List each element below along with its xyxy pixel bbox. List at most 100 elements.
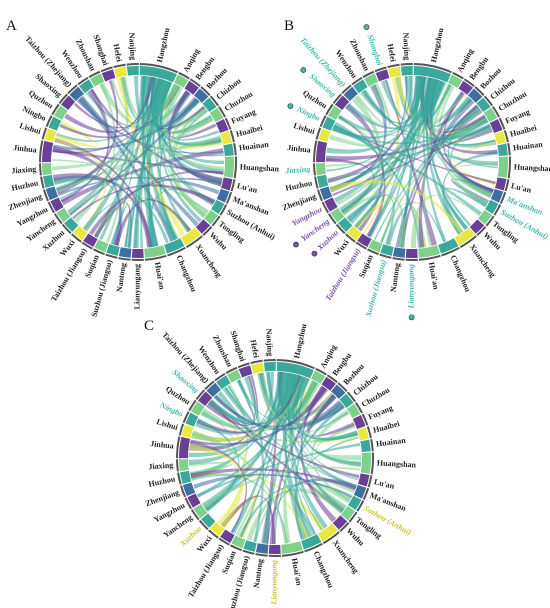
chord-link [452,163,499,199]
city-arc-tick [41,127,48,140]
city-arc-tick [81,241,93,250]
city-arc-tick [459,235,477,249]
city-arc [343,86,358,102]
city-arc-tick [40,176,45,189]
city-arc-tick [493,204,502,216]
city-arc-tick [483,95,494,107]
city-arc [319,186,333,201]
chords [51,75,225,249]
city-arc [180,227,201,246]
city-arc [281,541,303,554]
panel-letter: A [6,18,17,34]
city-label: Huaibei [372,419,401,435]
city-label: Lianyungang [406,264,415,309]
city-arc-tick [126,62,139,66]
city-arc [79,79,94,94]
city-arc-tick [313,140,318,163]
city-arc [180,470,192,484]
city-arc [489,119,503,133]
chord-link [191,430,287,544]
city-arc-tick [362,487,370,500]
chord-link [190,386,328,446]
city-arc [353,79,368,94]
city-arc [380,244,394,256]
city-arc-tick [229,130,235,143]
city-arc [216,375,231,390]
city-arc-tick [105,253,118,259]
city-arc-tick [176,436,181,459]
city-arc [454,227,475,246]
city-arc-tick [452,71,464,80]
city-arc-tick [45,115,53,128]
chord-link [165,85,225,171]
city-arc [61,95,76,111]
city-arc [368,239,383,253]
city-arc-tick [58,93,68,105]
chord-panel-c: C Hangzhou AnqingBengbuBozhouChizhouChuzho… [144,318,417,608]
city-arc-tick [507,143,511,156]
city-arc-tick [314,176,319,189]
chord-link [301,381,362,468]
city-arc [215,119,229,133]
city-arc [438,238,459,254]
city-arc-tick [370,439,374,452]
city-label: Lianyungang [269,560,278,605]
city-arc-tick [167,246,186,257]
chord-link [227,379,255,421]
city-arc [405,248,418,258]
city-arc [187,493,201,508]
city-arc [448,74,463,88]
city-arc [45,186,59,201]
city-label: Jiaxing [148,461,174,472]
highlight-marker [363,24,370,30]
city-label: Changzhou [449,254,473,294]
city-label: Huai'an [153,261,167,290]
city-arc [195,219,211,234]
city-arc [485,199,499,215]
city-arc [347,226,362,241]
city-arc [321,376,336,391]
city-arc-tick [190,509,200,521]
city-arc-tick [255,553,268,557]
city-arc [317,523,338,542]
city-arc [327,105,342,120]
city-arc [126,66,139,76]
city-arc-tick [53,213,63,225]
chord-link [208,373,299,426]
city-label: Huzhou [148,474,177,489]
city-arc-tick [198,519,209,531]
city-arc [114,66,127,78]
city-arc [94,239,109,253]
city-label: Nanjing [264,328,274,356]
city-arc-tick [325,103,334,116]
city-arc [357,233,372,247]
city-arc [469,219,485,234]
chord-link [450,117,493,197]
city-label: Changzhou [312,550,336,590]
city-arc-tick [237,362,250,369]
chord-link [291,374,359,441]
city-arc [478,210,493,225]
city-label: Lu'an [510,181,533,195]
city-arc-tick [47,201,56,214]
city-arc-tick [313,163,316,176]
city-arc-tick [202,226,213,237]
city-label: Hefei [249,339,261,359]
chord-link [76,98,224,154]
city-arc [458,80,473,95]
city-arc [231,535,246,549]
city-arc [194,88,209,103]
city-arc-tick [322,531,340,545]
city-arc-tick [51,103,60,116]
city-arc-tick [315,127,322,140]
city-arc-tick [233,143,237,156]
city-arc [388,66,401,78]
city-arc [227,369,242,383]
city-label: Jinhua [150,439,174,451]
city-arc-tick [139,63,179,74]
chord-link [295,376,359,481]
city-arc [182,482,196,497]
city-arc-tick [208,529,219,539]
city-arc [56,207,71,223]
city-arc-tick [225,366,238,374]
